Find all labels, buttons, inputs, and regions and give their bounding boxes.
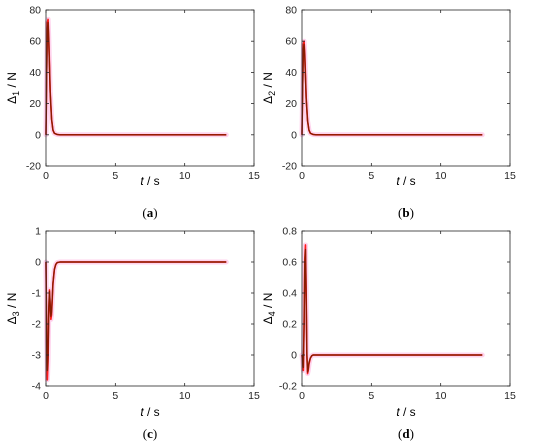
y-axis-label: Δ1 / N [5, 72, 21, 104]
panel-caption: (d) [398, 426, 414, 441]
y-tick-label: 1 [35, 226, 41, 238]
x-tick-label: 5 [368, 390, 374, 402]
x-tick-label: 10 [435, 170, 447, 182]
y-tick-label: 80 [29, 5, 41, 17]
y-tick-label: 0.2 [282, 319, 297, 331]
y-tick-label: 0 [35, 257, 41, 269]
x-tick-label: 10 [179, 170, 191, 182]
x-tick-label: 5 [368, 170, 374, 182]
plot-area [46, 10, 254, 166]
x-tick-label: 15 [248, 170, 260, 182]
series-line-2 [45, 21, 227, 136]
y-tick-label: -3 [32, 350, 41, 362]
axes-box [45, 230, 255, 387]
plot-area [46, 231, 254, 386]
series-line-2 [45, 261, 227, 372]
x-tick-label: 10 [435, 390, 447, 402]
x-tick-label: 15 [248, 390, 260, 402]
axes-box [301, 9, 511, 167]
y-tick-label: 0.8 [282, 226, 297, 238]
x-tick-label: 10 [179, 390, 191, 402]
axes-box [45, 9, 255, 167]
x-tick-label: 0 [299, 170, 305, 182]
y-tick-label: 0.4 [282, 288, 297, 300]
y-tick-label: 20 [285, 98, 297, 110]
y-tick-label: 40 [29, 67, 41, 79]
y-tick-label: -20 [26, 161, 41, 173]
x-tick-label: 0 [299, 390, 305, 402]
panel-d: 0 5 10 15-0.200.20.40.60.8t / sΔ4 / N(d) [261, 226, 516, 442]
series-line-2 [301, 43, 483, 136]
x-axis-label: t / s [140, 174, 159, 188]
panel-caption: (a) [142, 205, 157, 220]
plot-area [302, 231, 510, 386]
x-tick-label: 0 [43, 390, 49, 402]
y-tick-label: 20 [29, 98, 41, 110]
x-axis-label: t / s [396, 405, 415, 419]
x-tick-label: 0 [43, 170, 49, 182]
series-line-2 [301, 248, 483, 373]
y-tick-label: -1 [32, 288, 41, 300]
x-tick-label: 5 [112, 390, 118, 402]
y-tick-label: 40 [285, 67, 297, 79]
y-tick-label: 0 [291, 350, 297, 362]
x-tick-label: 15 [504, 170, 516, 182]
y-axis-label: Δ4 / N [261, 293, 277, 325]
y-tick-label: 0.6 [282, 257, 297, 269]
panel-caption: (c) [143, 426, 157, 441]
x-tick-label: 15 [504, 390, 516, 402]
x-axis-label: t / s [140, 405, 159, 419]
y-tick-label: 60 [29, 36, 41, 48]
y-axis-label: Δ3 / N [5, 293, 21, 325]
panel-c: 0 5 10 15 -4 -3 -2 -1 0 1 t / s Δ3 / N (c) [5, 226, 260, 442]
y-tick-label: 0 [291, 129, 297, 141]
y-tick-label: -4 [32, 381, 41, 393]
x-tick-label: 5 [112, 170, 118, 182]
y-tick-label: 60 [285, 36, 297, 48]
axes-box [301, 230, 511, 387]
x-axis-label: t / s [396, 174, 415, 188]
y-tick-label: 0 [35, 129, 41, 141]
y-tick-label: -20 [282, 161, 297, 173]
y-tick-label: -2 [32, 319, 41, 331]
y-tick-label: -0.2 [279, 381, 297, 393]
y-axis-label: Δ2 / N [261, 72, 277, 104]
y-tick-label: 80 [285, 5, 297, 17]
plot-area [302, 10, 510, 166]
panel-caption: (b) [398, 205, 414, 220]
